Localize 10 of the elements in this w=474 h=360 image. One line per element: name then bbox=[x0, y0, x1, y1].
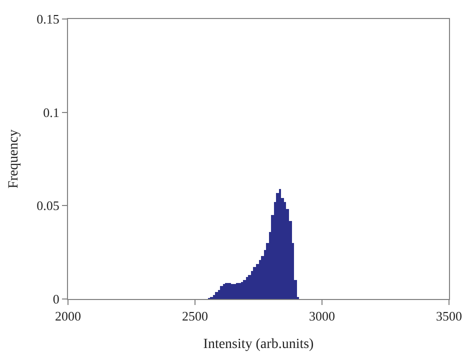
x-tick-label: 2500 bbox=[182, 308, 208, 324]
x-axis-title: Intensity (arb.units) bbox=[203, 336, 314, 352]
y-tick-label: 0.15 bbox=[36, 12, 60, 27]
x-tick-label: 3000 bbox=[309, 308, 335, 324]
y-tick-label: 0 bbox=[52, 292, 60, 307]
y-tick-label: 0.05 bbox=[36, 198, 60, 214]
y-axis-title: Frequency bbox=[6, 129, 22, 189]
x-tick-label: 3500 bbox=[436, 308, 462, 324]
x-tick-label: 2000 bbox=[55, 308, 81, 324]
y-tick-label: 0.1 bbox=[43, 104, 60, 120]
